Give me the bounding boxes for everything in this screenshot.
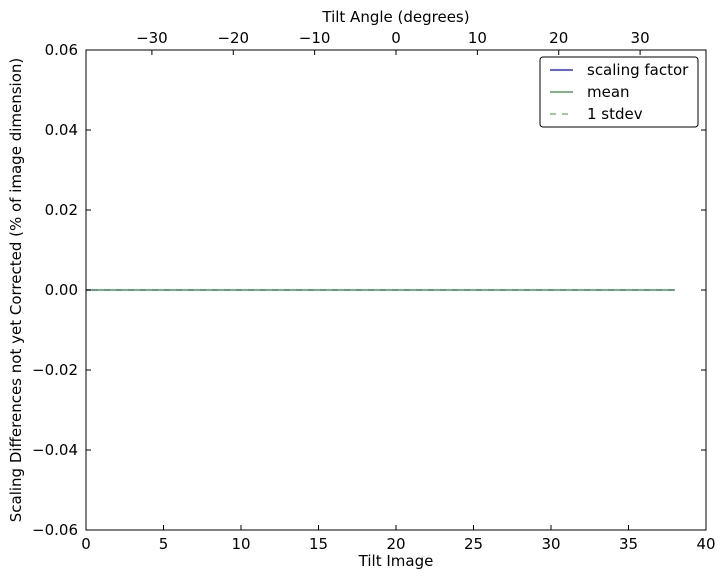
legend-label: 1 stdev xyxy=(587,105,643,123)
x-tick-label: 20 xyxy=(386,535,405,553)
legend: scaling factor mean 1 stdev xyxy=(539,56,699,128)
legend-label: mean xyxy=(587,83,630,101)
top-x-tick-label: 20 xyxy=(549,29,568,47)
top-x-tick-label: 10 xyxy=(468,29,487,47)
top-x-tick-label: −30 xyxy=(136,29,168,47)
y-tick-label: −0.04 xyxy=(32,441,78,459)
top-x-tick-label: 0 xyxy=(391,29,401,47)
y-tick-label: 0.06 xyxy=(45,41,78,59)
legend-label: scaling factor xyxy=(587,61,689,79)
y-axis-label: Scaling Differences not yet Corrected (%… xyxy=(7,58,25,523)
y-tick-label: −0.02 xyxy=(32,361,78,379)
top-x-axis-label: Tilt Angle (degrees) xyxy=(321,8,469,26)
x-tick-label: 30 xyxy=(541,535,560,553)
ticks-layer: 0 5 10 15 20 25 30 35 40 −0.06 −0.04 −0.02 0.00 0.02 0… xyxy=(32,29,716,553)
y-tick-label: 0.04 xyxy=(45,121,78,139)
x-tick-label: 0 xyxy=(81,535,91,553)
x-tick-label: 10 xyxy=(231,535,250,553)
x-tick-label: 35 xyxy=(619,535,638,553)
y-tick-label: 0.00 xyxy=(45,281,78,299)
top-x-tick-label: 30 xyxy=(631,29,650,47)
x-axis-label: Tilt Image xyxy=(358,552,434,570)
x-tick-label: 5 xyxy=(159,535,169,553)
x-tick-label: 15 xyxy=(309,535,328,553)
x-tick-label: 40 xyxy=(696,535,715,553)
y-tick-label: −0.06 xyxy=(32,521,78,539)
top-x-tick-label: −20 xyxy=(217,29,249,47)
legend-frame xyxy=(539,56,699,128)
x-tick-label: 25 xyxy=(464,535,483,553)
top-x-tick-label: −10 xyxy=(299,29,331,47)
y-tick-label: 0.02 xyxy=(45,201,78,219)
